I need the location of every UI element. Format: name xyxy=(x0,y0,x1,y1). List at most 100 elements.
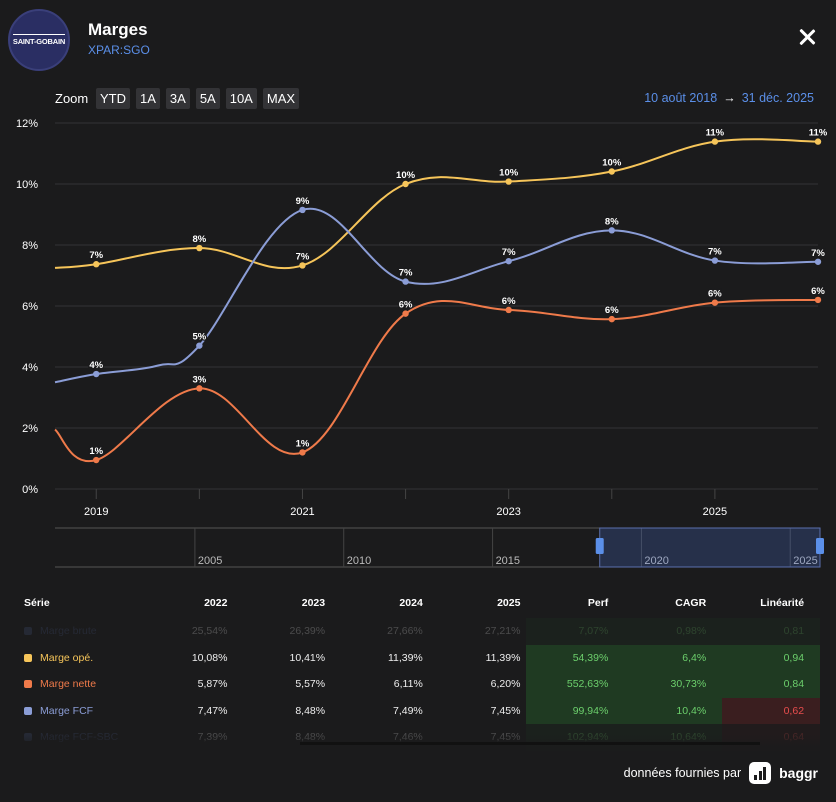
x-tick-label: 2021 xyxy=(290,506,314,518)
data-label: 7% xyxy=(296,251,310,262)
table-cell: 5,87% xyxy=(197,678,228,691)
table-cell: 27,21% xyxy=(484,625,521,638)
data-point xyxy=(402,278,409,285)
column-header[interactable]: Série xyxy=(24,597,50,609)
data-point xyxy=(402,180,409,188)
data-label: 6% xyxy=(399,300,413,311)
table-row[interactable]: Marge brute 25,54% 26,39% 27,66% 27,21% 7,07%… xyxy=(20,618,821,645)
ticker-symbol[interactable]: XPAR:SGO xyxy=(88,43,150,57)
date-range[interactable]: 10 août 2018 → 31 déc. 2025 xyxy=(644,91,814,105)
column-header[interactable]: Perf xyxy=(587,597,609,609)
zoom-buttons: YTD 1A 3A 5A 10A MAX xyxy=(96,88,300,109)
series-line-marge-op xyxy=(54,138,819,270)
lin-cell: 0,84 xyxy=(722,671,821,698)
series-name[interactable]: Marge FCF xyxy=(20,705,136,717)
data-point xyxy=(711,257,719,264)
zoom-label: Zoom xyxy=(55,91,89,106)
column-header[interactable]: 2024 xyxy=(399,597,423,609)
navigator-selection[interactable] xyxy=(599,527,821,568)
footer-text: données fournies par xyxy=(623,766,742,780)
data-label: 1% xyxy=(296,438,310,449)
data-point xyxy=(196,244,203,252)
zoom-5a-button[interactable]: 5A xyxy=(195,88,220,109)
series-label: Marge nette xyxy=(40,678,97,691)
navigator-handle-right[interactable] xyxy=(816,538,824,554)
perf-cell: 54,39% xyxy=(526,644,625,671)
y-tick-label: 2% xyxy=(22,423,38,435)
column-header[interactable]: CAGR xyxy=(675,597,707,609)
page-title: Marges xyxy=(88,20,148,39)
table-cell: 10,08% xyxy=(191,651,228,664)
series-label: Marge opé. xyxy=(40,651,94,664)
series-line-marge-fcf xyxy=(54,207,819,384)
x-tick-label: 2025 xyxy=(703,506,727,518)
table-row[interactable]: Marge opé. 10,08% 10,41% 11,39% 11,39% 54,39%… xyxy=(20,644,821,671)
data-point xyxy=(196,385,203,392)
series-name[interactable]: Marge nette xyxy=(20,678,136,690)
data-label: 6% xyxy=(502,296,516,307)
table-cell: 6,11% xyxy=(393,678,423,691)
zoom-1a-button[interactable]: 1A xyxy=(136,88,160,109)
table-cell: 10,41% xyxy=(289,651,326,664)
data-label: 6% xyxy=(605,305,619,316)
data-label: 7% xyxy=(399,268,413,279)
data-label: 10% xyxy=(396,170,416,181)
table-cell: 5,57% xyxy=(295,678,326,691)
close-icon[interactable] xyxy=(795,26,819,50)
table-cell: 25,54% xyxy=(191,625,228,638)
series-name[interactable]: Marge opé. xyxy=(20,652,136,664)
column-header[interactable]: 2025 xyxy=(497,597,521,609)
data-label: 4% xyxy=(89,360,103,371)
range-start[interactable]: 10 août 2018 xyxy=(644,91,718,105)
series-name[interactable]: Marge brute xyxy=(20,625,136,637)
data-label: 9% xyxy=(296,196,310,207)
margins-chart[interactable]: 0% 2% 4% 6% 8% 10% 12% 2019 2021 2023 2025 7% 8% 7% 10… xyxy=(0,110,836,580)
lin-cell: 0,62 xyxy=(722,697,821,724)
cagr-cell: 10,4% xyxy=(624,697,723,724)
data-point xyxy=(711,299,719,306)
zoom-3a-button[interactable]: 3A xyxy=(165,88,190,109)
navigator-handle-left[interactable] xyxy=(595,538,604,554)
data-point xyxy=(814,296,822,304)
data-point xyxy=(505,257,512,265)
navigator-label: 2020 xyxy=(644,555,668,567)
range-end[interactable]: 31 déc. 2025 xyxy=(741,91,814,105)
zoom-10a-button[interactable]: 10A xyxy=(225,88,257,109)
data-label: 7% xyxy=(708,247,722,258)
horizontal-scrollbar[interactable] xyxy=(300,742,760,745)
table-row[interactable]: Marge nette 5,87% 5,57% 6,11% 6,20% 552,63% 30… xyxy=(20,671,821,698)
y-tick-label: 6% xyxy=(22,301,38,313)
table-row[interactable]: Marge FCF 7,47% 8,48% 7,49% 7,45% 99,94% 10,4%… xyxy=(20,697,821,724)
data-label: 11% xyxy=(809,128,828,139)
baggr-logo-icon xyxy=(749,762,772,784)
cagr-cell: 30,73% xyxy=(624,671,723,698)
column-header[interactable]: 2023 xyxy=(301,597,326,609)
table-cell: 6,20% xyxy=(490,678,521,691)
table-cell: 7,49% xyxy=(393,704,423,717)
data-point xyxy=(608,315,615,323)
y-tick-label: 0% xyxy=(22,484,38,496)
data-point xyxy=(196,342,203,349)
series-swatch xyxy=(24,680,32,689)
data-point xyxy=(814,138,822,145)
perf-cell: 552,63% xyxy=(526,671,625,698)
series-swatch xyxy=(24,627,32,636)
column-header[interactable]: Linéarité xyxy=(760,597,805,609)
y-tick-label: 8% xyxy=(22,240,38,252)
table-cell: 27,66% xyxy=(387,625,423,638)
zoom-max-button[interactable]: MAX xyxy=(262,88,300,109)
data-label: 8% xyxy=(192,234,206,245)
zoom-ytd-button[interactable]: YTD xyxy=(96,88,130,109)
series-label: Marge FCF xyxy=(40,704,94,717)
y-tick-label: 4% xyxy=(22,362,38,374)
column-header[interactable]: 2022 xyxy=(204,597,228,609)
data-point xyxy=(608,227,615,234)
data-point xyxy=(299,449,306,456)
table-fade xyxy=(0,735,836,760)
footer-brand[interactable]: baggr xyxy=(779,765,818,781)
lin-cell: 0,94 xyxy=(722,644,821,671)
data-point xyxy=(93,261,100,268)
data-label: 11% xyxy=(706,128,725,139)
data-point xyxy=(402,310,409,317)
data-point xyxy=(505,306,512,314)
